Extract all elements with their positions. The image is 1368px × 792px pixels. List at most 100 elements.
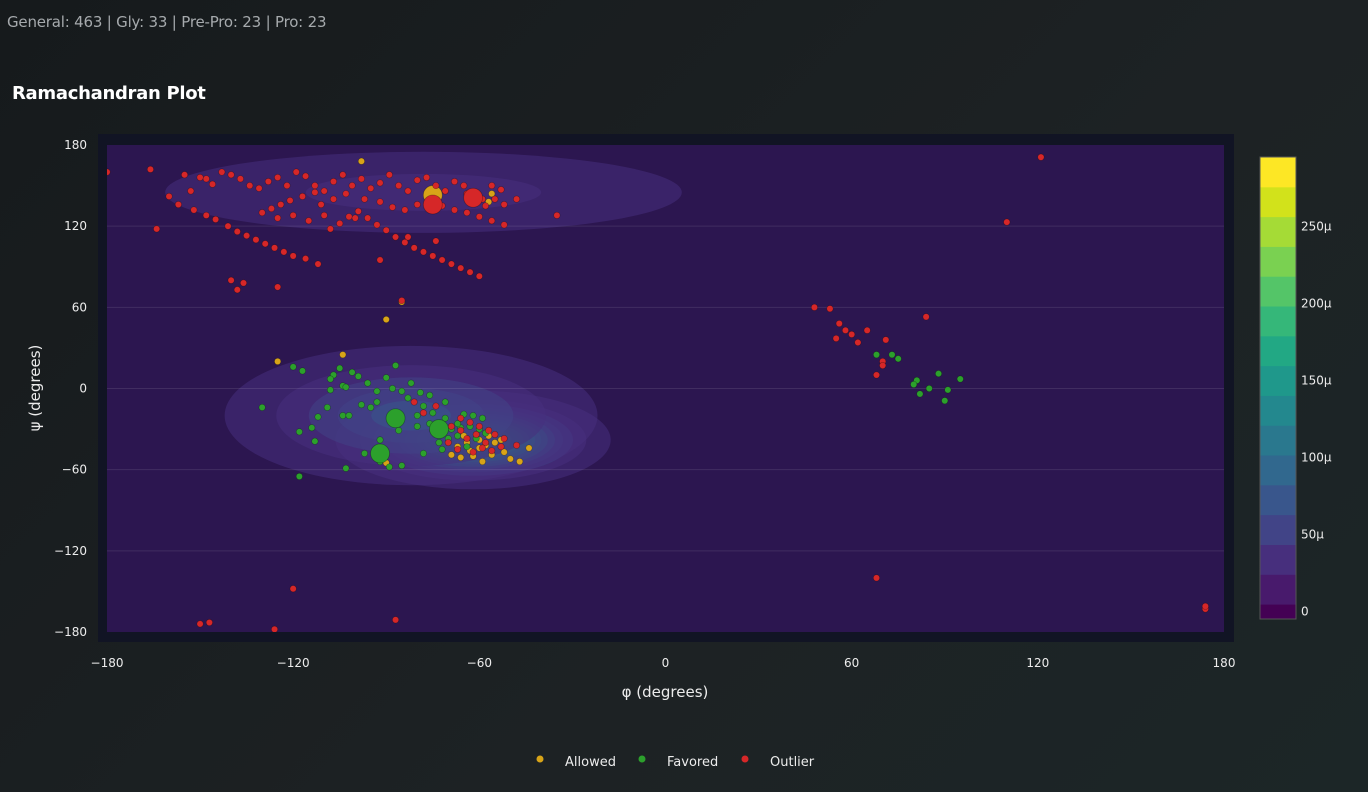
data-point[interactable] [497, 186, 505, 194]
data-point[interactable] [398, 297, 406, 305]
data-point[interactable] [432, 402, 440, 410]
data-point[interactable] [404, 233, 412, 241]
data-point[interactable] [233, 228, 241, 236]
data-point[interactable] [513, 441, 521, 449]
data-point[interactable] [553, 211, 561, 219]
data-point[interactable] [373, 387, 381, 395]
data-point[interactable] [478, 414, 486, 422]
data-point[interactable] [246, 182, 254, 190]
data-point[interactable] [267, 205, 275, 213]
data-point[interactable] [190, 206, 198, 214]
data-point[interactable] [810, 303, 818, 311]
data-point[interactable] [243, 232, 251, 240]
data-point[interactable] [274, 357, 282, 365]
data-point[interactable] [364, 379, 372, 387]
data-point[interactable] [258, 403, 266, 411]
data-point[interactable] [376, 179, 384, 187]
data-point[interactable] [202, 175, 210, 183]
data-point[interactable] [438, 256, 446, 264]
data-point-large[interactable] [463, 187, 484, 208]
data-point[interactable] [274, 283, 282, 291]
data-point[interactable] [252, 236, 260, 244]
data-point[interactable] [348, 368, 356, 376]
data-point[interactable] [475, 213, 483, 221]
data-point[interactable] [482, 439, 490, 447]
data-point[interactable] [292, 168, 300, 176]
data-point[interactable] [488, 447, 496, 455]
data-point[interactable] [392, 616, 400, 624]
data-point-large[interactable] [422, 194, 443, 215]
data-point[interactable] [104, 168, 111, 176]
data-point[interactable] [385, 171, 393, 179]
data-point[interactable] [482, 202, 490, 210]
series-outlier[interactable] [104, 153, 1209, 633]
data-point[interactable] [447, 260, 455, 268]
data-point[interactable] [488, 182, 496, 190]
data-point[interactable] [187, 187, 195, 195]
data-point[interactable] [314, 413, 322, 421]
data-point[interactable] [351, 214, 359, 222]
data-point[interactable] [357, 175, 365, 183]
data-point[interactable] [174, 201, 182, 209]
data-point[interactable] [469, 448, 477, 456]
data-point[interactable] [441, 414, 449, 422]
data-point[interactable] [274, 214, 282, 222]
data-point[interactable] [271, 625, 279, 632]
data-point[interactable] [323, 403, 331, 411]
data-point[interactable] [416, 389, 424, 397]
data-point[interactable] [181, 171, 189, 179]
data-point[interactable] [205, 619, 213, 627]
data-point[interactable] [298, 192, 306, 200]
data-point[interactable] [395, 182, 403, 190]
data-point[interactable] [419, 248, 427, 256]
data-point[interactable] [454, 445, 462, 453]
data-point[interactable] [388, 384, 396, 392]
data-point[interactable] [410, 398, 418, 406]
data-point[interactable] [404, 187, 412, 195]
data-point[interactable] [454, 420, 462, 428]
data-point[interactable] [289, 252, 297, 260]
data-point[interactable] [264, 178, 272, 186]
data-point[interactable] [326, 225, 334, 233]
data-point[interactable] [872, 371, 880, 379]
data-point[interactable] [317, 201, 325, 209]
data-point[interactable] [423, 173, 431, 181]
data-point[interactable] [1037, 153, 1045, 161]
data-point[interactable] [354, 372, 362, 380]
data-point[interactable] [429, 252, 437, 260]
data-point[interactable] [463, 209, 471, 217]
data-point[interactable] [382, 374, 390, 382]
data-point[interactable] [469, 412, 477, 420]
data-point[interactable] [466, 268, 474, 276]
data-point[interactable] [224, 222, 232, 230]
data-point[interactable] [385, 463, 393, 471]
data-point[interactable] [491, 430, 499, 438]
data-point[interactable] [202, 211, 210, 219]
data-point[interactable] [441, 187, 449, 195]
data-point-large[interactable] [370, 443, 390, 464]
data-point[interactable] [500, 221, 508, 229]
data-point[interactable] [413, 422, 421, 430]
data-point[interactable] [326, 375, 334, 383]
data-point[interactable] [227, 171, 235, 179]
data-point[interactable] [910, 380, 918, 388]
data-point[interactable] [447, 422, 455, 430]
data-point[interactable] [382, 226, 390, 234]
data-point[interactable] [872, 574, 880, 582]
data-point[interactable] [367, 184, 375, 192]
data-point[interactable] [413, 176, 421, 184]
data-point[interactable] [376, 436, 384, 444]
data-point[interactable] [863, 326, 871, 334]
data-point[interactable] [364, 214, 372, 222]
legend-item-outlier[interactable]: Outlier [741, 755, 815, 770]
data-point[interactable] [488, 217, 496, 225]
legend-item-favored[interactable]: Favored [638, 755, 719, 770]
data-point[interactable] [944, 386, 952, 394]
data-point[interactable] [916, 390, 924, 398]
data-point[interactable] [339, 351, 347, 359]
data-point[interactable] [516, 458, 524, 466]
legend[interactable]: Allowed Favored Outlier [536, 755, 815, 770]
data-point[interactable] [485, 426, 493, 434]
data-point[interactable] [271, 244, 279, 252]
data-point[interactable] [413, 201, 421, 209]
